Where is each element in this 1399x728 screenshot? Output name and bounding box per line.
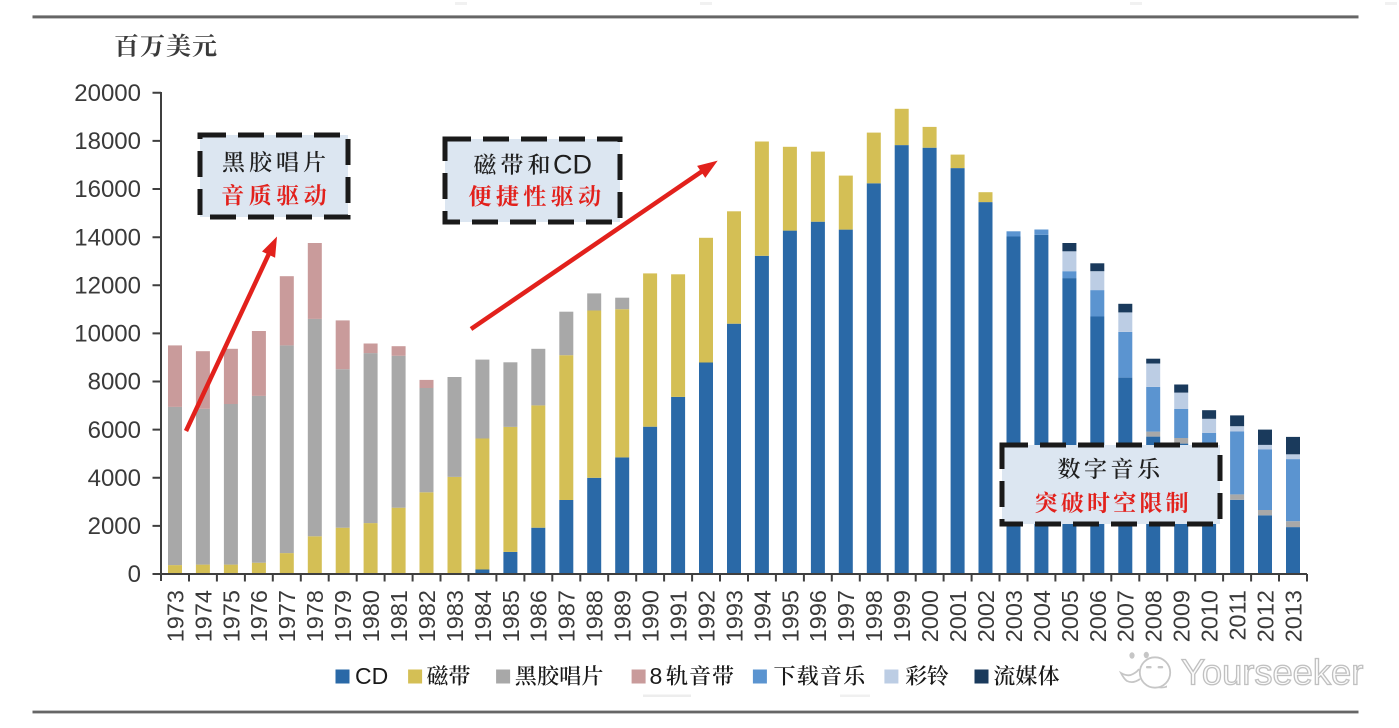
svg-text:2001: 2001 xyxy=(945,590,971,642)
svg-text:16000: 16000 xyxy=(74,176,141,203)
svg-text:2013: 2013 xyxy=(1280,590,1306,642)
svg-text:12000: 12000 xyxy=(74,273,141,300)
svg-text:1992: 1992 xyxy=(693,590,719,642)
svg-text:2011: 2011 xyxy=(1225,590,1251,641)
svg-text:2003: 2003 xyxy=(1001,590,1027,642)
svg-text:1991: 1991 xyxy=(666,590,692,642)
svg-text:2007: 2007 xyxy=(1113,590,1139,642)
svg-text:0: 0 xyxy=(128,561,141,588)
svg-text:8: 8 xyxy=(650,663,663,689)
svg-text:2012: 2012 xyxy=(1253,590,1279,642)
svg-text:1996: 1996 xyxy=(805,590,831,642)
svg-text:1994: 1994 xyxy=(749,590,775,642)
svg-text:2010: 2010 xyxy=(1197,590,1223,642)
svg-text:2006: 2006 xyxy=(1085,590,1111,642)
svg-text:1997: 1997 xyxy=(833,590,859,642)
svg-text:1984: 1984 xyxy=(470,590,496,642)
svg-text:14000: 14000 xyxy=(74,224,141,251)
svg-text:2000: 2000 xyxy=(88,513,141,540)
svg-text:2004: 2004 xyxy=(1029,590,1055,642)
svg-text:CD: CD xyxy=(553,150,592,180)
svg-text:20000: 20000 xyxy=(74,80,141,107)
svg-text:2008: 2008 xyxy=(1141,590,1167,642)
svg-text:1975: 1975 xyxy=(218,590,244,642)
svg-text:4000: 4000 xyxy=(88,465,141,492)
svg-text:1998: 1998 xyxy=(861,590,887,642)
svg-text:1977: 1977 xyxy=(274,590,300,642)
svg-text:6000: 6000 xyxy=(88,417,141,444)
svg-text:2000: 2000 xyxy=(917,590,943,642)
svg-text:1986: 1986 xyxy=(526,590,552,642)
svg-text:1999: 1999 xyxy=(889,590,915,642)
svg-text:1983: 1983 xyxy=(442,590,468,642)
svg-text:2005: 2005 xyxy=(1057,590,1083,642)
svg-text:1982: 1982 xyxy=(414,590,440,642)
svg-text:1976: 1976 xyxy=(246,590,272,642)
svg-text:1980: 1980 xyxy=(358,590,384,642)
svg-text:1978: 1978 xyxy=(302,590,328,642)
svg-text:1987: 1987 xyxy=(554,590,580,642)
svg-text:1989: 1989 xyxy=(610,590,636,642)
svg-text:1995: 1995 xyxy=(777,590,803,642)
svg-text:2009: 2009 xyxy=(1169,590,1195,642)
svg-text:1979: 1979 xyxy=(330,590,356,642)
svg-text:CD: CD xyxy=(355,663,388,689)
svg-text:2002: 2002 xyxy=(973,590,999,642)
svg-text:1981: 1981 xyxy=(386,590,412,642)
svg-text:10000: 10000 xyxy=(74,321,141,348)
svg-text:1993: 1993 xyxy=(721,590,747,642)
svg-text:1985: 1985 xyxy=(498,590,524,642)
svg-text:1988: 1988 xyxy=(582,590,608,642)
svg-text:1973: 1973 xyxy=(162,590,188,642)
svg-text:Yourseeker: Yourseeker xyxy=(1181,652,1363,693)
svg-text:8000: 8000 xyxy=(88,369,141,396)
svg-text:18000: 18000 xyxy=(74,128,141,155)
svg-text:1990: 1990 xyxy=(638,590,664,642)
svg-text:1974: 1974 xyxy=(190,590,216,642)
